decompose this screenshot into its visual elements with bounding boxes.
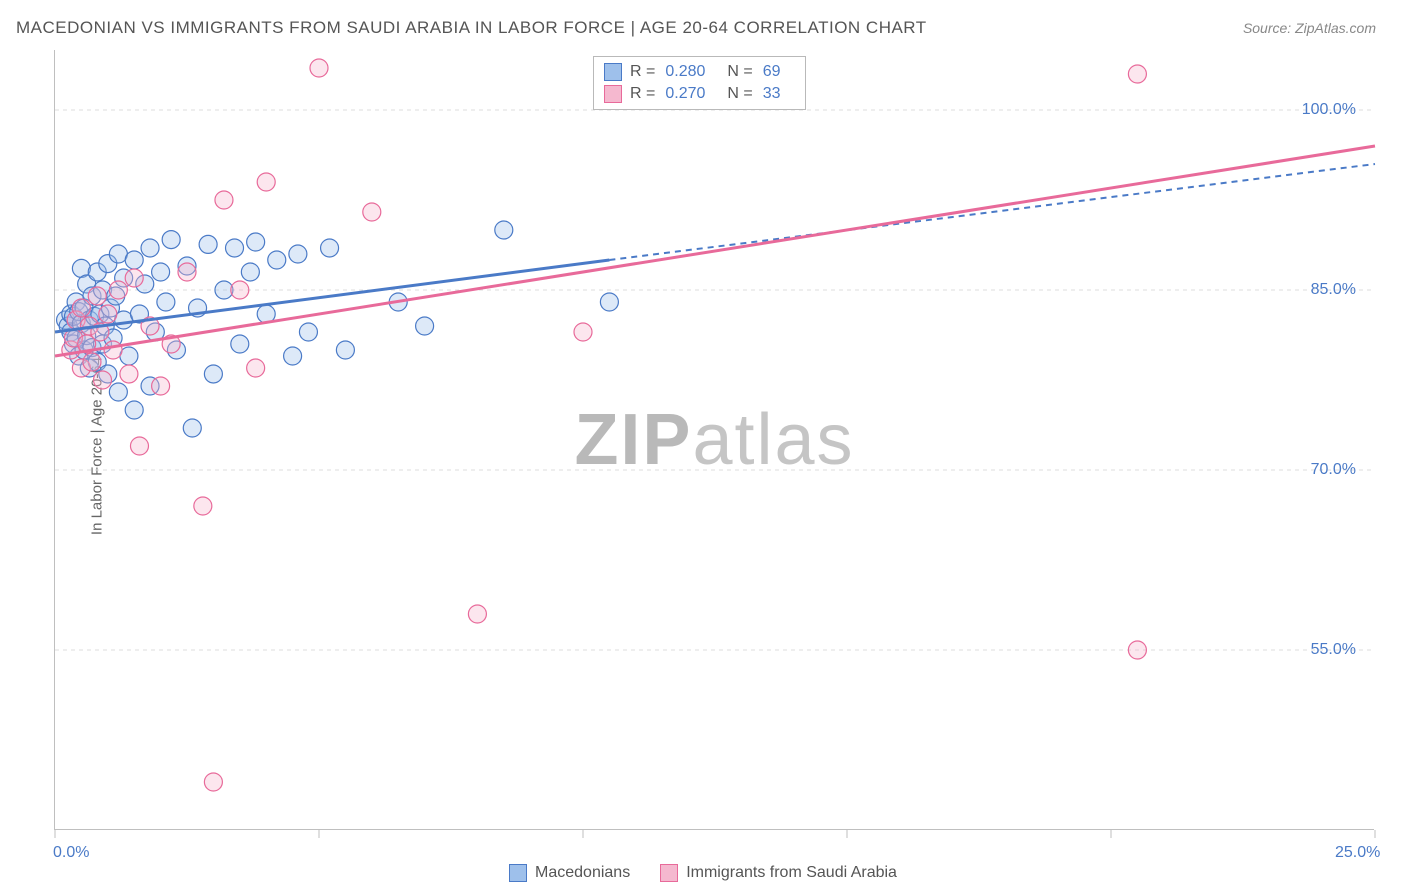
- y-tick-label: 70.0%: [1311, 461, 1356, 479]
- n-value: 33: [763, 85, 781, 103]
- legend-swatch: [660, 864, 678, 882]
- y-tick-label: 55.0%: [1311, 641, 1356, 659]
- y-tick-label: 85.0%: [1311, 281, 1356, 299]
- chart-container: MACEDONIAN VS IMMIGRANTS FROM SAUDI ARAB…: [0, 0, 1406, 892]
- scatter-point: [152, 263, 170, 281]
- scatter-point: [468, 605, 486, 623]
- title-row: MACEDONIAN VS IMMIGRANTS FROM SAUDI ARAB…: [16, 18, 1376, 38]
- scatter-point: [204, 773, 222, 791]
- n-label: N =: [727, 85, 752, 103]
- scatter-point: [109, 383, 127, 401]
- legend-label: Immigrants from Saudi Arabia: [686, 864, 897, 882]
- scatter-point: [72, 299, 90, 317]
- scatter-point: [130, 437, 148, 455]
- scatter-point: [178, 263, 196, 281]
- scatter-point: [247, 233, 265, 251]
- scatter-point: [125, 401, 143, 419]
- scatter-point: [574, 323, 592, 341]
- scatter-point: [183, 419, 201, 437]
- scatter-point: [600, 293, 618, 311]
- legend-swatch: [509, 864, 527, 882]
- scatter-point: [226, 239, 244, 257]
- legend-label: Macedonians: [535, 864, 630, 882]
- scatter-point: [257, 173, 275, 191]
- scatter-point: [268, 251, 286, 269]
- scatter-point: [204, 365, 222, 383]
- scatter-point: [289, 245, 307, 263]
- plot-area: ZIPatlas R =0.280N =69R =0.270N =33 55.0…: [54, 50, 1374, 830]
- scatter-plot-svg: [55, 50, 1375, 830]
- scatter-point: [157, 293, 175, 311]
- x-tick-label: 0.0%: [53, 844, 89, 862]
- scatter-point: [284, 347, 302, 365]
- scatter-point: [99, 305, 117, 323]
- scatter-point: [231, 281, 249, 299]
- scatter-point: [416, 317, 434, 335]
- scatter-point: [194, 497, 212, 515]
- scatter-point: [199, 235, 217, 253]
- scatter-point: [310, 59, 328, 77]
- legend-item: Immigrants from Saudi Arabia: [660, 864, 897, 882]
- scatter-point: [141, 239, 159, 257]
- legend-item: Macedonians: [509, 864, 630, 882]
- source-attribution: Source: ZipAtlas.com: [1243, 20, 1376, 36]
- n-value: 69: [763, 63, 781, 81]
- y-tick-label: 100.0%: [1302, 101, 1356, 119]
- scatter-point: [152, 377, 170, 395]
- n-label: N =: [727, 63, 752, 81]
- scatter-point: [88, 287, 106, 305]
- scatter-point: [83, 353, 101, 371]
- scatter-point: [1128, 641, 1146, 659]
- r-label: R =: [630, 85, 655, 103]
- scatter-point: [231, 335, 249, 353]
- scatter-point: [336, 341, 354, 359]
- series-swatch: [604, 63, 622, 81]
- r-value: 0.270: [665, 85, 705, 103]
- scatter-point: [495, 221, 513, 239]
- x-tick-label: 25.0%: [1335, 844, 1380, 862]
- chart-title: MACEDONIAN VS IMMIGRANTS FROM SAUDI ARAB…: [16, 18, 927, 38]
- scatter-point: [215, 191, 233, 209]
- r-value: 0.280: [665, 63, 705, 81]
- scatter-point: [363, 203, 381, 221]
- scatter-point: [109, 281, 127, 299]
- scatter-point: [1128, 65, 1146, 83]
- scatter-point: [241, 263, 259, 281]
- scatter-point: [321, 239, 339, 257]
- stats-row: R = 0.280 N = 69: [604, 61, 795, 83]
- stats-row: R = 0.270 N = 33: [604, 83, 795, 105]
- scatter-point: [120, 365, 138, 383]
- scatter-point: [247, 359, 265, 377]
- scatter-point: [162, 231, 180, 249]
- r-label: R =: [630, 63, 655, 81]
- scatter-point: [125, 269, 143, 287]
- series-swatch: [604, 85, 622, 103]
- scatter-point: [104, 341, 122, 359]
- scatter-point: [125, 251, 143, 269]
- stats-legend-box: R = 0.280 N = 69 R = 0.270 N = 33: [593, 56, 806, 110]
- scatter-point: [94, 371, 112, 389]
- bottom-legend: Macedonians Immigrants from Saudi Arabia: [0, 864, 1406, 882]
- scatter-point: [299, 323, 317, 341]
- trend-line-extension: [609, 164, 1375, 260]
